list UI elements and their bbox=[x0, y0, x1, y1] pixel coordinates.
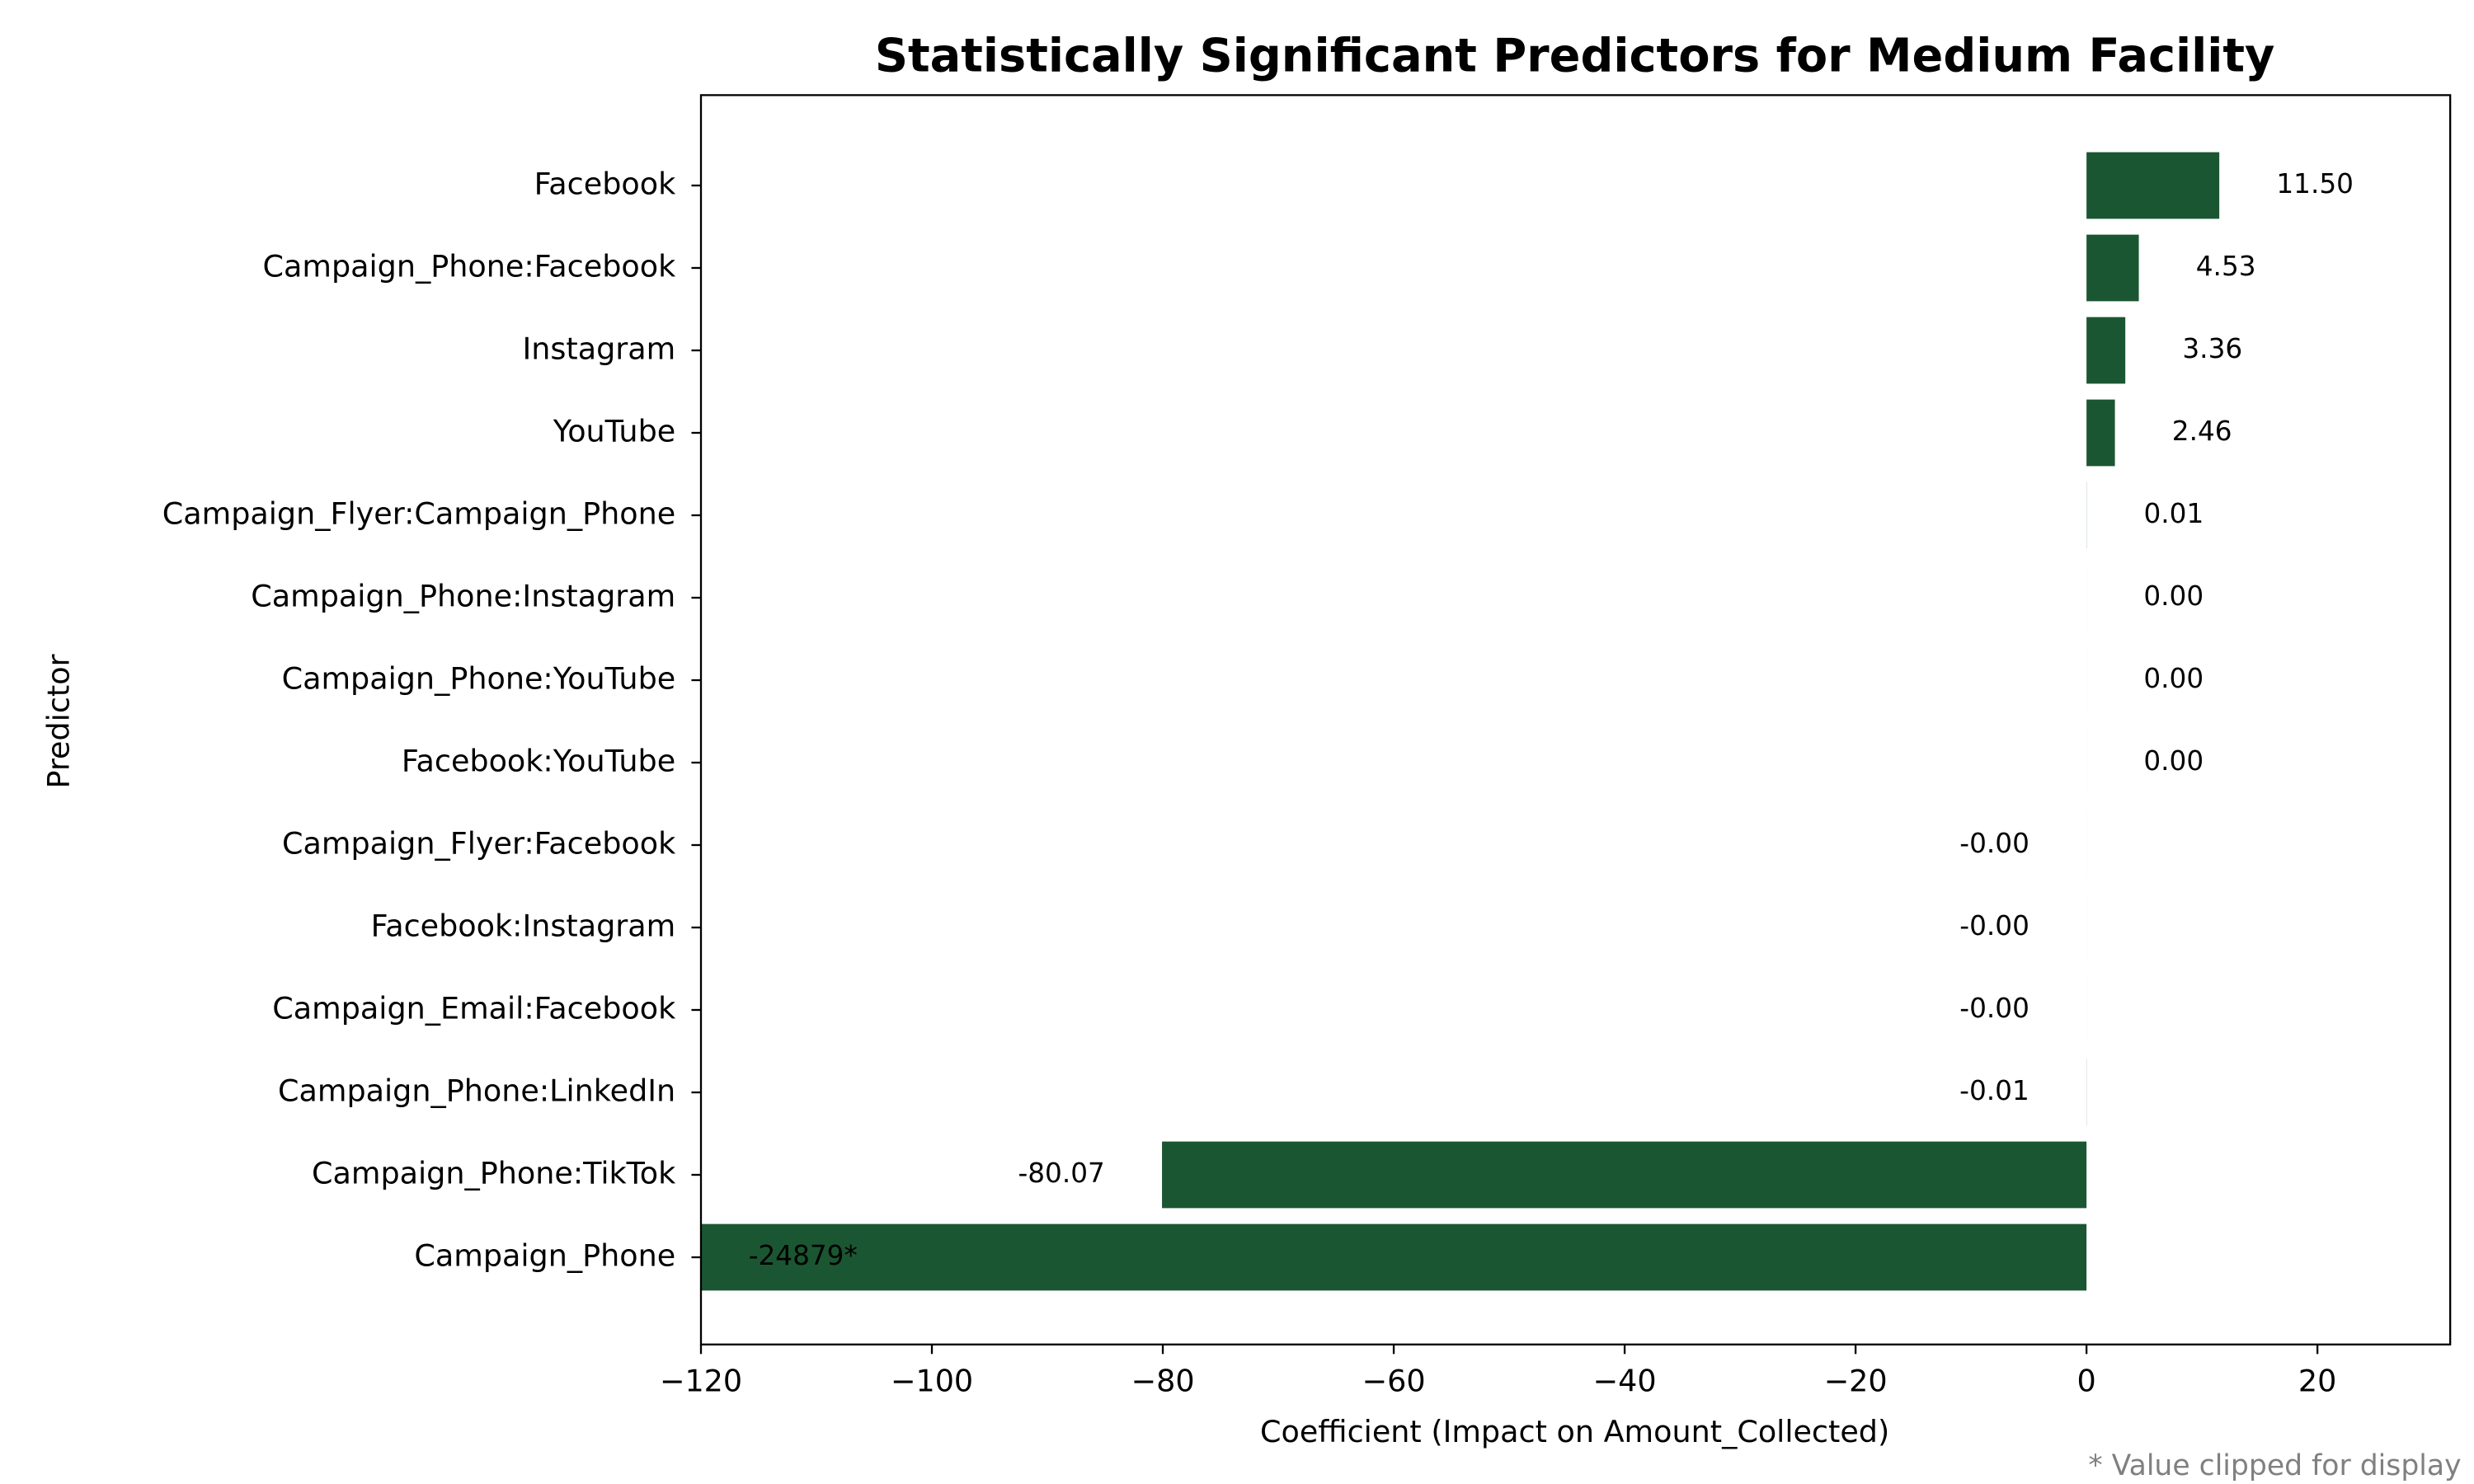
y-tick-label: Campaign_Phone:Instagram bbox=[251, 579, 675, 614]
bar bbox=[701, 1223, 2087, 1291]
footnote: * Value clipped for display bbox=[2088, 1449, 2461, 1482]
y-tick-label: Campaign_Phone:TikTok bbox=[312, 1156, 676, 1191]
y-tick-label: Instagram bbox=[522, 331, 675, 367]
x-tick-label: −20 bbox=[1824, 1363, 1888, 1398]
y-tick-label: Facebook:YouTube bbox=[402, 744, 675, 779]
x-tick-label: −100 bbox=[891, 1363, 973, 1398]
value-label: 0.01 bbox=[2143, 498, 2204, 529]
x-axis-label: Coefficient (Impact on Amount_Collected) bbox=[1260, 1414, 1889, 1449]
x-tick-label: 20 bbox=[2298, 1363, 2336, 1398]
y-tick-label: Campaign_Flyer:Campaign_Phone bbox=[162, 496, 675, 532]
y-tick-label: Facebook:Instagram bbox=[371, 909, 676, 944]
x-tick-label: 0 bbox=[2077, 1363, 2096, 1398]
y-tick-label: Campaign_Phone bbox=[414, 1238, 675, 1274]
y-axis-label: Predictor bbox=[41, 653, 77, 788]
y-tick-label: Campaign_Phone:YouTube bbox=[282, 661, 676, 697]
y-tick-label: Facebook bbox=[534, 167, 676, 202]
value-label: 4.53 bbox=[2196, 251, 2256, 282]
value-label: -0.00 bbox=[1959, 828, 2030, 859]
bar bbox=[2086, 234, 2139, 302]
value-label: -80.07 bbox=[1018, 1158, 1104, 1189]
y-tick-label: Campaign_Email:Facebook bbox=[272, 991, 676, 1026]
value-label: -24879* bbox=[749, 1240, 858, 1271]
x-tick-label: −40 bbox=[1593, 1363, 1657, 1398]
y-tick-label: Campaign_Flyer:Facebook bbox=[282, 826, 676, 862]
value-label: 0.00 bbox=[2143, 745, 2204, 777]
bar bbox=[2086, 399, 2115, 467]
value-label: -0.00 bbox=[1959, 993, 2030, 1024]
value-label: 3.36 bbox=[2182, 333, 2242, 364]
y-tick-label: Campaign_Phone:Facebook bbox=[263, 249, 677, 284]
bar bbox=[1162, 1141, 2087, 1209]
x-tick-label: −80 bbox=[1131, 1363, 1195, 1398]
bars bbox=[701, 152, 2220, 1291]
x-tick-label: −120 bbox=[660, 1363, 742, 1398]
value-label: 2.46 bbox=[2172, 416, 2232, 447]
value-label: 11.50 bbox=[2276, 168, 2354, 200]
x-tick-label: −60 bbox=[1362, 1363, 1426, 1398]
chart-title: Statistically Significant Predictors for… bbox=[875, 29, 2274, 82]
plot-frame bbox=[699, 94, 2452, 1345]
y-tick-label: YouTube bbox=[553, 414, 675, 449]
bar bbox=[2086, 317, 2126, 384]
bar bbox=[2086, 152, 2220, 219]
y-tick-label: Campaign_Phone:LinkedIn bbox=[278, 1073, 675, 1109]
value-label: -0.01 bbox=[1959, 1075, 2030, 1106]
value-label: 0.00 bbox=[2143, 580, 2204, 612]
value-label: -0.00 bbox=[1959, 910, 2030, 942]
value-label: 0.00 bbox=[2143, 663, 2204, 694]
